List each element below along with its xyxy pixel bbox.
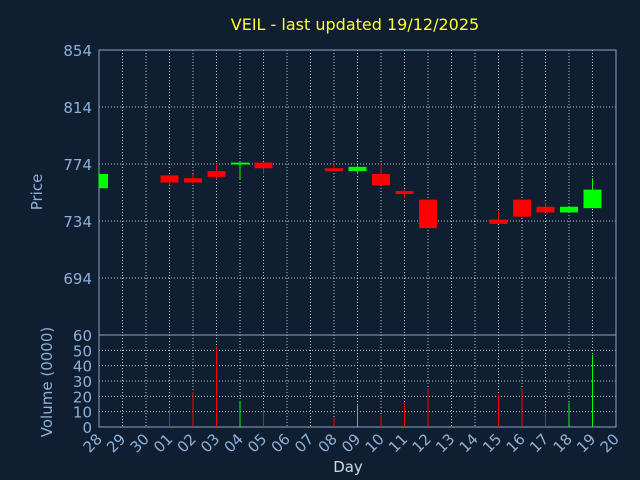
candle-body	[560, 206, 578, 213]
candle-body	[583, 189, 602, 209]
candle-body	[160, 175, 179, 183]
candle-body	[184, 178, 202, 183]
volume-tick-label: 30	[73, 373, 92, 391]
day-tick-label: 05	[244, 430, 270, 456]
candle-body	[348, 166, 367, 172]
volume-tick-label: 10	[73, 404, 92, 422]
price-axis-label: Price	[28, 174, 46, 211]
x-axis-label: Day	[333, 458, 363, 476]
day-tick-label: 04	[221, 430, 247, 456]
candle-body	[99, 173, 108, 189]
day-tick-label: 13	[432, 430, 458, 456]
chart-title: VEIL - last updated 19/12/2025	[231, 15, 479, 34]
price-candles	[98, 162, 602, 229]
price-tick-label: 694	[63, 270, 92, 288]
day-tick-labels: 2829300102030405060708091011121314151617…	[80, 430, 623, 456]
price-tick-label: 734	[63, 213, 92, 231]
price-tick-label: 774	[63, 156, 92, 174]
price-tick-label: 854	[63, 42, 92, 60]
candle-body	[325, 168, 343, 172]
price-grid	[99, 50, 616, 335]
volume-tick-label: 0	[82, 419, 92, 437]
day-tick-label: 17	[526, 430, 552, 456]
day-tick-label: 14	[456, 430, 482, 456]
day-tick-label: 08	[315, 430, 341, 456]
volume-tick-label: 20	[73, 388, 92, 406]
candle-body	[254, 162, 273, 169]
candle-body	[372, 173, 390, 186]
price-tick-labels: 854 814 774 734 694	[63, 42, 92, 288]
day-tick-label: 19	[573, 430, 599, 456]
day-tick-label: 29	[103, 430, 129, 456]
candle-body	[536, 206, 555, 213]
candle-body	[231, 162, 249, 165]
volume-tick-label: 50	[73, 342, 92, 360]
day-tick-label: 06	[268, 430, 294, 456]
day-tick-label: 09	[338, 430, 364, 456]
candle-body	[395, 191, 414, 194]
volume-axis-label: Volume (0000)	[38, 327, 56, 437]
day-tick-label: 20	[597, 430, 623, 456]
day-tick-label: 12	[409, 430, 435, 456]
day-tick-label: 03	[197, 430, 223, 456]
day-tick-label: 30	[127, 430, 153, 456]
day-tick-label: 01	[150, 430, 176, 456]
day-tick-label: 02	[174, 430, 200, 456]
day-tick-label: 18	[550, 430, 576, 456]
candle-body	[419, 199, 437, 229]
volume-bars	[169, 347, 593, 427]
volume-tick-label: 60	[73, 327, 92, 345]
candle-body	[513, 199, 531, 217]
candle-body	[207, 171, 226, 177]
day-tick-label: 15	[479, 430, 505, 456]
price-tick-label: 814	[63, 99, 92, 117]
day-tick-label: 07	[291, 430, 317, 456]
day-tick-label: 11	[385, 430, 411, 456]
volume-tick-label: 40	[73, 358, 92, 376]
day-tick-label: 16	[503, 430, 529, 456]
candle-body	[489, 219, 508, 224]
day-tick-label: 10	[362, 430, 388, 456]
